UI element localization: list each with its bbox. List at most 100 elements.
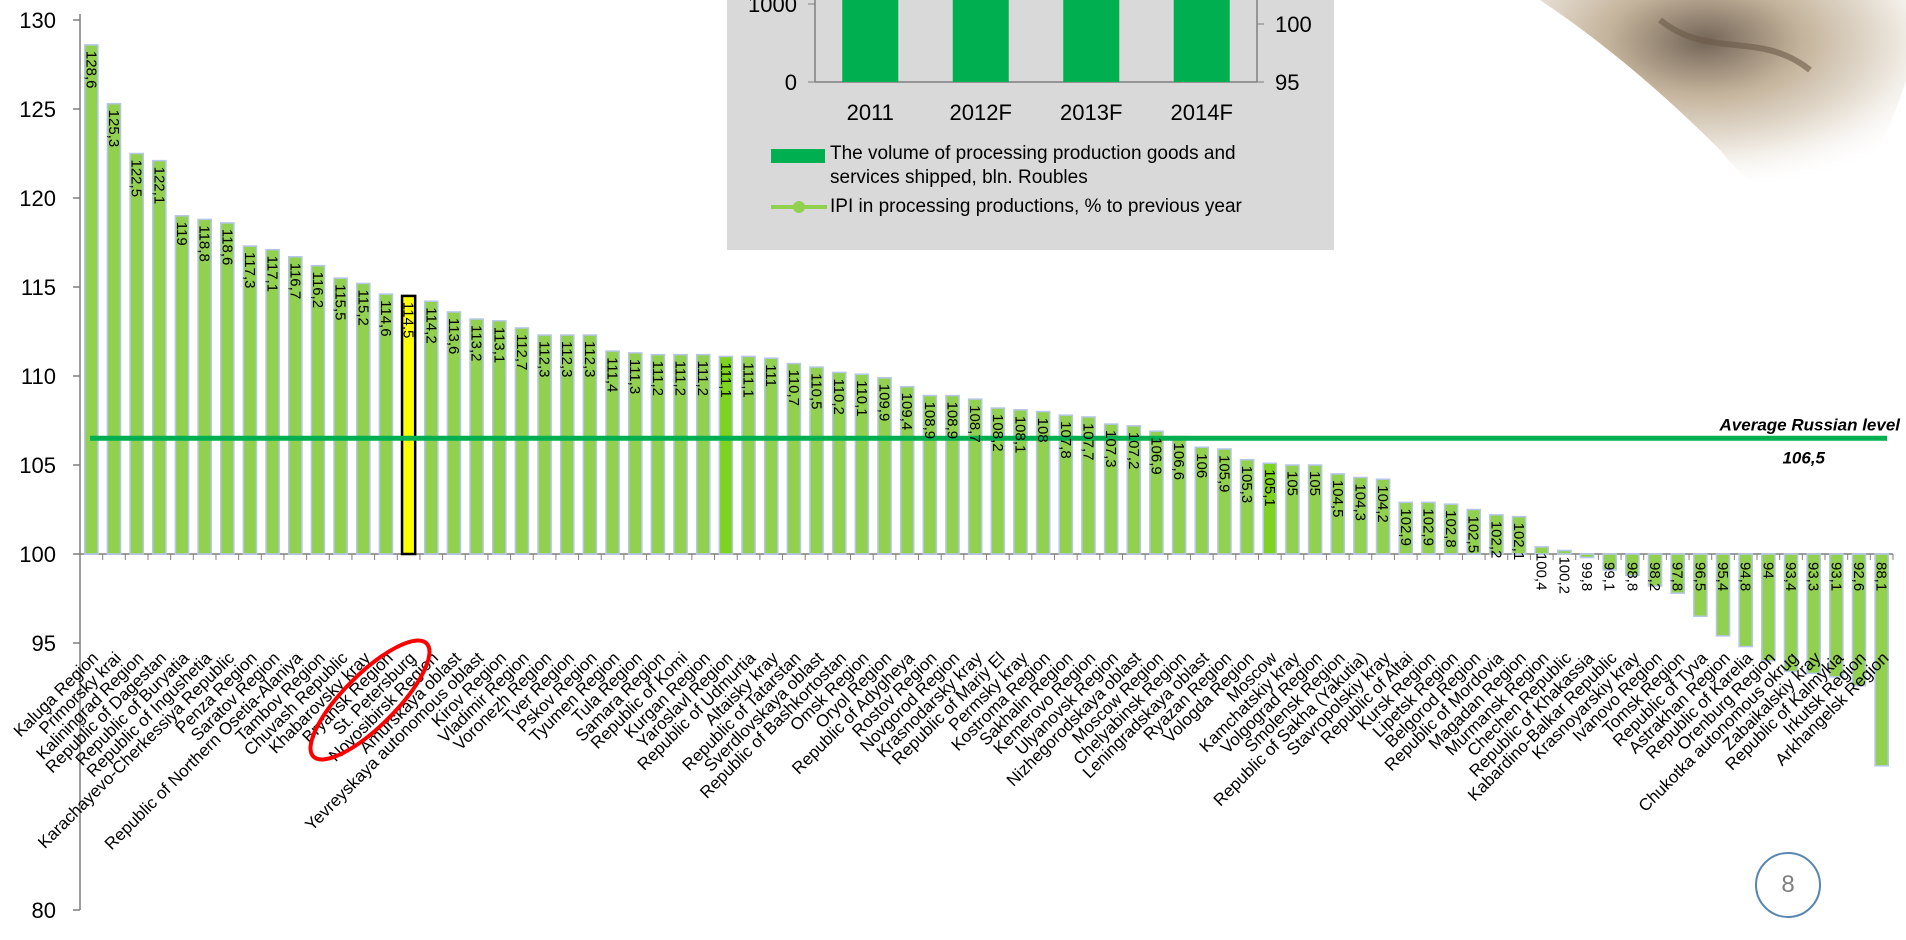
value-label: 102,9 bbox=[1397, 508, 1414, 546]
value-label: 108,9 bbox=[944, 402, 961, 440]
value-label: 93,3 bbox=[1805, 562, 1822, 591]
value-label: 110,7 bbox=[785, 370, 802, 406]
bar bbox=[1534, 546, 1550, 555]
bar bbox=[1579, 553, 1595, 559]
value-label: 111,2 bbox=[649, 361, 666, 396]
inset-bar bbox=[1173, 0, 1230, 82]
value-label: 111,1 bbox=[740, 362, 757, 397]
value-label: 111,4 bbox=[604, 357, 621, 392]
average-line-group: Average Russian level 106,5 bbox=[90, 415, 1901, 467]
value-label: 122,1 bbox=[150, 167, 167, 205]
bar bbox=[197, 218, 212, 555]
bar bbox=[1307, 464, 1323, 555]
value-label: 112,7 bbox=[513, 334, 530, 370]
bar bbox=[1262, 462, 1278, 555]
value-label: 113,6 bbox=[445, 318, 462, 354]
bar bbox=[1557, 549, 1572, 555]
bar bbox=[378, 293, 394, 555]
value-label: 106,9 bbox=[1147, 437, 1164, 475]
bar bbox=[1013, 409, 1028, 555]
value-label: 110,1 bbox=[853, 380, 870, 416]
value-label: 108,1 bbox=[1011, 416, 1028, 454]
bar bbox=[1851, 553, 1867, 687]
bar bbox=[831, 371, 847, 555]
bar bbox=[1217, 448, 1232, 555]
bar bbox=[242, 245, 258, 555]
value-label: 112,3 bbox=[536, 341, 553, 377]
value-label: 97,8 bbox=[1669, 562, 1686, 591]
bar bbox=[899, 385, 915, 555]
bar bbox=[1874, 553, 1889, 767]
legend-bar-label: The volume of processing production good… bbox=[830, 143, 1236, 188]
bar bbox=[446, 311, 462, 555]
bar bbox=[695, 353, 711, 555]
inset-left-tick-label: 0 bbox=[785, 70, 797, 95]
inset-right-tick-label: 95 bbox=[1275, 70, 1299, 95]
bar bbox=[1353, 476, 1368, 555]
value-label: 111,3 bbox=[626, 359, 643, 394]
value-label: 102,1 bbox=[1510, 523, 1527, 561]
bar bbox=[605, 350, 620, 555]
bar bbox=[922, 394, 938, 555]
bar bbox=[627, 352, 643, 555]
value-label: 93,4 bbox=[1782, 562, 1799, 591]
value-label: 96,5 bbox=[1691, 562, 1708, 591]
value-label: 102,5 bbox=[1465, 516, 1482, 554]
bar bbox=[1489, 514, 1504, 555]
bar bbox=[1149, 430, 1164, 555]
bar bbox=[1670, 553, 1686, 594]
bar bbox=[219, 222, 235, 555]
value-label: 114,5 bbox=[400, 302, 417, 338]
bar bbox=[1103, 423, 1119, 555]
value-label: 95,4 bbox=[1714, 562, 1731, 591]
average-line-label: Average Russian level bbox=[1719, 415, 1902, 434]
inset-category-label: 2014F bbox=[1171, 100, 1233, 125]
bar bbox=[106, 102, 122, 555]
bar bbox=[1035, 410, 1051, 555]
bar bbox=[1443, 503, 1459, 555]
bar bbox=[809, 366, 824, 555]
inset-category-label: 2013F bbox=[1060, 100, 1122, 125]
value-label: 116,2 bbox=[309, 272, 326, 308]
value-label: 105,1 bbox=[1261, 469, 1278, 507]
value-label: 105,3 bbox=[1238, 466, 1255, 504]
bar bbox=[1285, 464, 1300, 555]
bar bbox=[786, 362, 802, 555]
value-label: 114,6 bbox=[377, 300, 394, 336]
bar bbox=[990, 407, 1006, 555]
value-label: 115,2 bbox=[354, 289, 371, 325]
value-label: 98,8 bbox=[1623, 562, 1640, 591]
bar bbox=[1693, 553, 1708, 618]
y-tick-label: 130 bbox=[19, 8, 56, 33]
inset-bar bbox=[1063, 0, 1120, 82]
inset-right-tick-label: 100 bbox=[1275, 12, 1312, 37]
value-label: 114,2 bbox=[422, 307, 439, 343]
value-label: 107,3 bbox=[1102, 430, 1119, 468]
value-label: 108,7 bbox=[966, 405, 983, 443]
value-label: 122,5 bbox=[128, 160, 145, 198]
bar bbox=[1398, 501, 1414, 555]
value-label: 118,6 bbox=[218, 229, 235, 265]
value-label: 110,2 bbox=[830, 378, 847, 414]
value-label: 102,8 bbox=[1442, 510, 1459, 548]
bar bbox=[1081, 416, 1096, 555]
bar bbox=[945, 394, 960, 555]
value-label: 106,6 bbox=[1170, 443, 1187, 481]
bar bbox=[1058, 414, 1074, 555]
bar bbox=[174, 215, 190, 555]
bar bbox=[877, 377, 892, 555]
value-label: 112,3 bbox=[558, 341, 575, 377]
bar-series bbox=[84, 44, 1889, 767]
bar bbox=[854, 373, 870, 555]
value-label: 107,2 bbox=[1125, 432, 1142, 470]
y-tick-label: 110 bbox=[21, 364, 56, 389]
value-label: 119 bbox=[173, 222, 190, 246]
value-label: 116,7 bbox=[286, 263, 303, 299]
value-label: 108 bbox=[1034, 418, 1051, 443]
page-number-badge: 8 bbox=[1755, 852, 1821, 918]
bar bbox=[537, 334, 552, 555]
value-label: 113,1 bbox=[490, 327, 507, 363]
bar bbox=[650, 353, 666, 555]
value-label: 94,8 bbox=[1737, 562, 1754, 591]
